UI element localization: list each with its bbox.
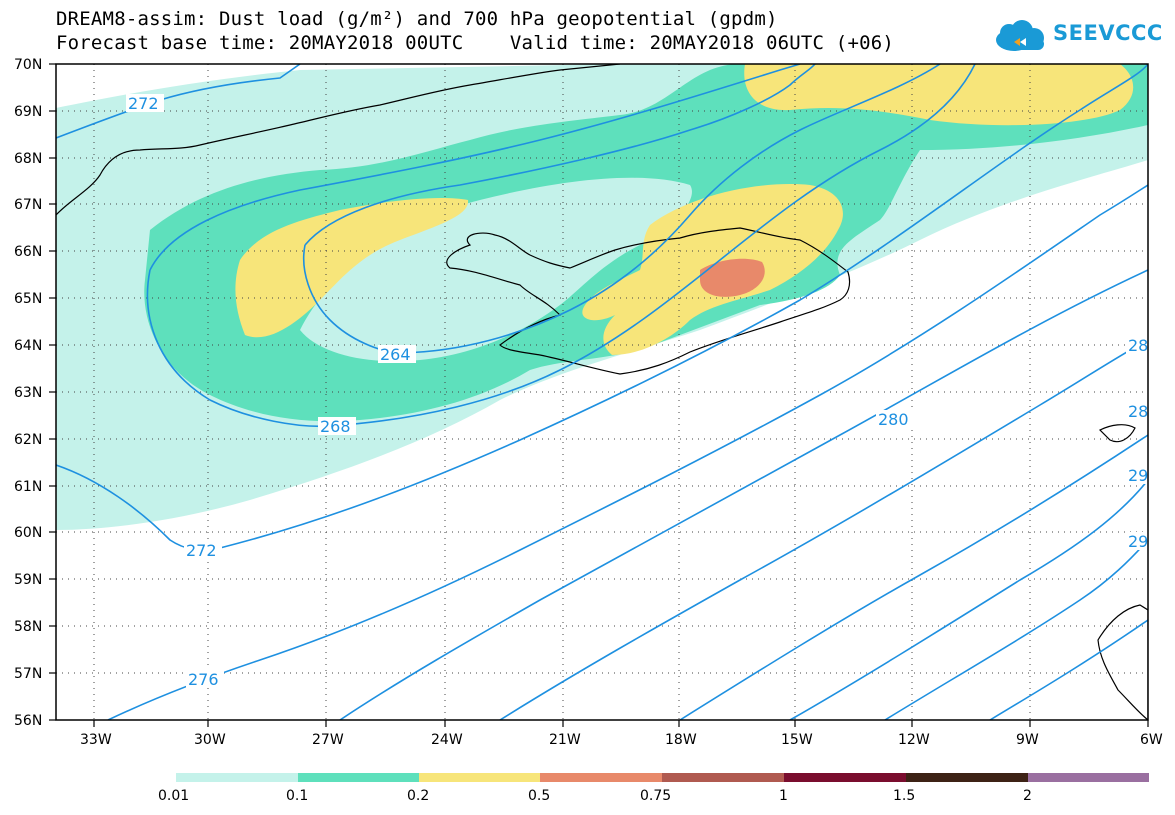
contour-276 <box>107 184 1148 720</box>
contour-label-group: 272 264 268 272 276 280 28 28 29 29 <box>126 94 1148 689</box>
colorbar-swatch <box>662 773 784 782</box>
dust-hole <box>300 177 692 362</box>
lat-label: 68N <box>14 151 42 167</box>
contour-284 <box>499 339 1148 720</box>
colorbar-label: 0.1 <box>286 788 308 804</box>
colorbar-label: 1 <box>779 788 788 804</box>
lon-label: 24W <box>431 732 463 748</box>
colorbar-swatch <box>1028 773 1149 782</box>
map-title: DREAM8-assim: Dust load (g/m²) and 700 h… <box>56 8 778 30</box>
lon-label: 21W <box>549 732 581 748</box>
scotland-coast <box>1097 604 1148 720</box>
contour-label: 272 <box>128 94 159 113</box>
colorbar-label: 1.5 <box>893 788 915 804</box>
contour-label: 29 <box>1128 532 1148 551</box>
lat-label: 69N <box>14 104 42 120</box>
contour-label: 272 <box>186 541 217 560</box>
colorbar-label: 2 <box>1023 788 1032 804</box>
lon-label: 12W <box>898 732 930 748</box>
colorbar-label: 0.01 <box>158 788 189 804</box>
lat-label: 62N <box>14 432 42 448</box>
lat-label: 64N <box>14 338 42 354</box>
lon-label: 6W <box>1140 732 1163 748</box>
lat-label: 66N <box>14 244 42 260</box>
map-subtitle: Forecast base time: 20MAY2018 00UTC Vali… <box>56 32 895 54</box>
faroe-coast <box>1098 424 1136 443</box>
lon-label: 18W <box>665 732 697 748</box>
lon-label: 27W <box>312 732 344 748</box>
iceland-coast <box>446 227 851 375</box>
contour-label: 280 <box>878 410 909 429</box>
dust-shade-0-2-west <box>235 198 469 338</box>
lat-label: 65N <box>14 291 42 307</box>
colorbar-swatch <box>419 773 540 782</box>
contour-label: 276 <box>188 670 219 689</box>
lat-label: 59N <box>14 572 42 588</box>
contour-268 <box>146 64 976 428</box>
axis-ticks <box>49 63 1149 727</box>
lat-label: 63N <box>14 385 42 401</box>
greenland-coast <box>56 64 621 216</box>
colorbar-label: 0.5 <box>528 788 550 804</box>
longitude-labels: 33W 30W 27W 24W 21W 18W 15W 12W 9W 6W <box>80 732 1163 748</box>
lon-label: 30W <box>194 732 226 748</box>
colorbar-swatch <box>298 773 419 782</box>
colorbar-swatch <box>176 773 298 782</box>
contour-label: 28 <box>1128 402 1148 421</box>
lon-label: 33W <box>80 732 112 748</box>
lon-label: 9W <box>1016 732 1039 748</box>
contour-296 <box>884 539 1148 720</box>
lat-label: 70N <box>14 57 42 73</box>
colorbar-swatch <box>784 773 906 782</box>
lat-label: 56N <box>14 713 42 729</box>
seevccc-logo <box>996 20 1044 51</box>
colorbar-label: 0.75 <box>640 788 671 804</box>
grid-lines <box>56 64 1148 720</box>
colorbar-swatch <box>906 773 1028 782</box>
lat-label: 61N <box>14 479 42 495</box>
lon-label: 15W <box>781 732 813 748</box>
contour-label: 29 <box>1128 466 1148 485</box>
dust-shade-0-5 <box>700 258 765 297</box>
contour-300 <box>989 619 1148 720</box>
lat-label: 60N <box>14 525 42 541</box>
contour-264 <box>302 64 941 354</box>
contour-292 <box>789 479 1148 720</box>
coastlines <box>56 64 1148 720</box>
contour-label: 28 <box>1128 336 1148 355</box>
lat-label: 58N <box>14 619 42 635</box>
contour-label: 268 <box>320 417 351 436</box>
lat-label: 57N <box>14 666 42 682</box>
contour-label: 264 <box>380 345 411 364</box>
cloud-icon <box>996 20 1044 51</box>
colorbar: 0.01 0.1 0.2 0.5 0.75 1 1.5 2 <box>158 773 1149 804</box>
colorbar-swatch <box>540 773 662 782</box>
contour-280 <box>339 269 1148 720</box>
lat-label: 67N <box>14 197 42 213</box>
contour-288 <box>679 434 1148 720</box>
dust-shade-0-2-north <box>744 64 1134 126</box>
logo-text: SEEVCCC <box>1053 21 1163 45</box>
latitude-labels: 70N 69N 68N 67N 66N 65N 64N 63N 62N 61N … <box>14 57 42 729</box>
colorbar-label: 0.2 <box>407 788 429 804</box>
